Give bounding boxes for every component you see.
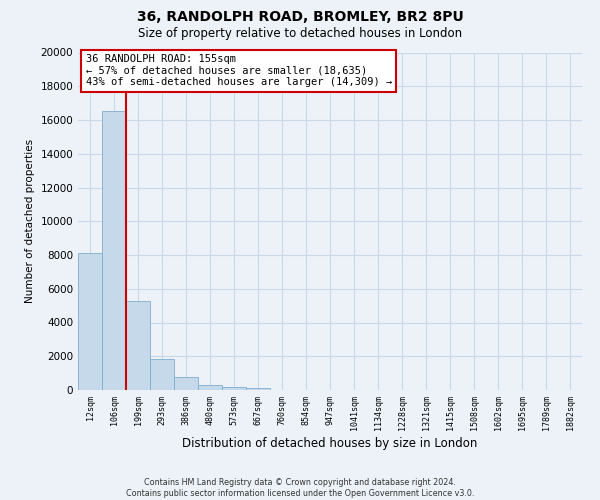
Bar [150, 359, 174, 390]
Bar [78, 254, 102, 390]
Bar [126, 300, 150, 390]
Bar [102, 110, 126, 390]
Bar [198, 385, 222, 390]
Bar [222, 386, 246, 390]
Y-axis label: Number of detached properties: Number of detached properties [25, 139, 35, 304]
Bar [246, 388, 270, 390]
Text: 36, RANDOLPH ROAD, BROMLEY, BR2 8PU: 36, RANDOLPH ROAD, BROMLEY, BR2 8PU [137, 10, 463, 24]
Text: Contains HM Land Registry data © Crown copyright and database right 2024.
Contai: Contains HM Land Registry data © Crown c… [126, 478, 474, 498]
Text: Size of property relative to detached houses in London: Size of property relative to detached ho… [138, 28, 462, 40]
Bar [174, 378, 198, 390]
Text: 36 RANDOLPH ROAD: 155sqm
← 57% of detached houses are smaller (18,635)
43% of se: 36 RANDOLPH ROAD: 155sqm ← 57% of detach… [86, 54, 392, 88]
X-axis label: Distribution of detached houses by size in London: Distribution of detached houses by size … [182, 437, 478, 450]
